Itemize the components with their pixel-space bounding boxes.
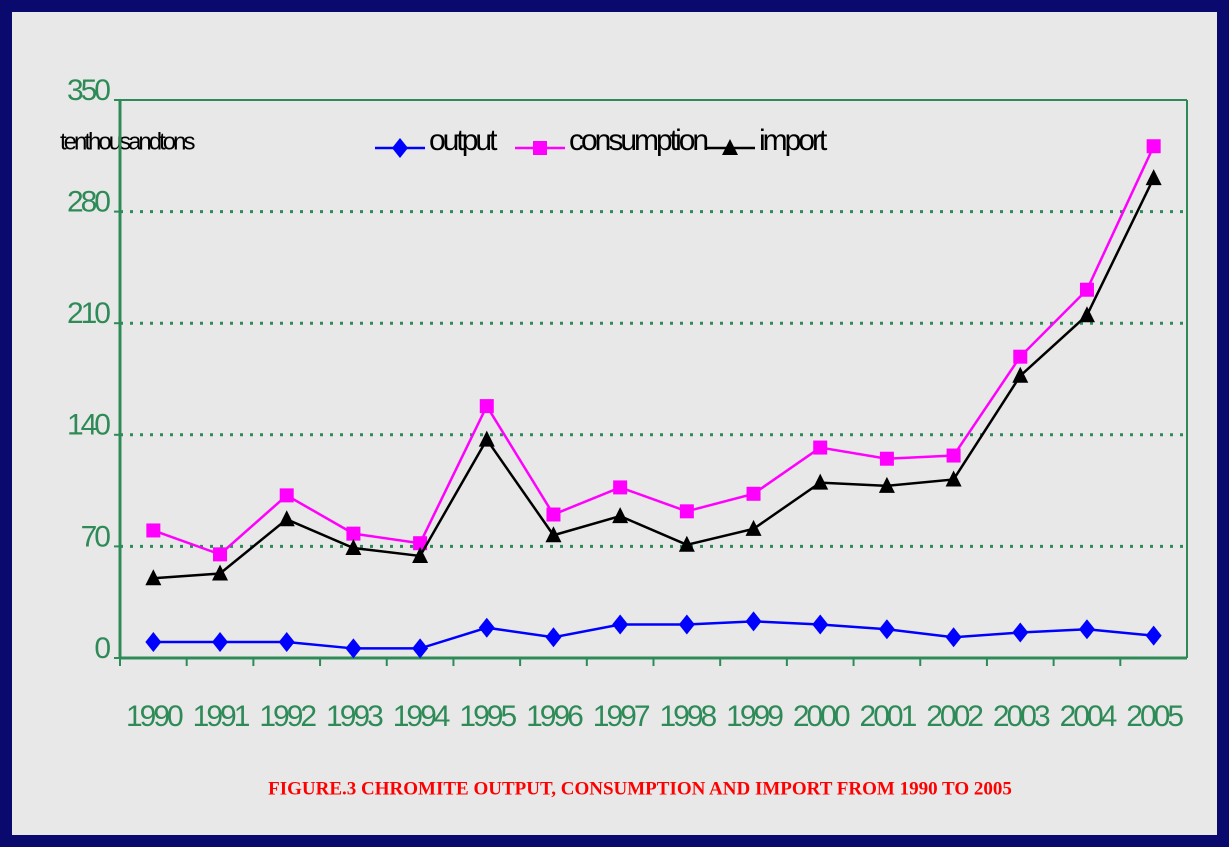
data-point (478, 617, 495, 638)
data-point (612, 507, 629, 524)
data-point (812, 614, 829, 635)
data-point (1145, 625, 1162, 646)
legend-marker (722, 139, 738, 155)
data-point (1145, 169, 1162, 186)
legend-label: import (759, 124, 828, 157)
data-point (1012, 366, 1029, 383)
data-point (945, 470, 962, 487)
x-tick-label: 1994 (393, 700, 450, 733)
data-point (813, 440, 828, 455)
x-tick-label: 1995 (459, 700, 516, 733)
data-point (746, 486, 761, 501)
data-point (1012, 622, 1029, 643)
x-tick-label: 1991 (193, 700, 250, 733)
data-point (745, 519, 762, 536)
x-tick-label: 2005 (1126, 700, 1183, 733)
x-tick-label: 1997 (593, 700, 650, 733)
legend-label: consumption (569, 124, 707, 157)
data-point (1078, 306, 1095, 323)
data-point (679, 504, 694, 519)
data-point (279, 488, 294, 503)
legend-marker (533, 141, 547, 155)
data-point (879, 451, 894, 466)
data-point (1079, 282, 1094, 297)
y-tick-label: 280 (67, 186, 110, 219)
data-point (1146, 139, 1161, 154)
data-point (546, 507, 561, 522)
series-line (153, 620, 1154, 650)
x-tick-label: 2001 (860, 700, 917, 733)
x-tick-label: 2003 (993, 700, 1050, 733)
data-point (145, 569, 162, 586)
x-tick-label: 1992 (259, 700, 316, 733)
data-point (346, 526, 361, 541)
data-point (613, 480, 628, 495)
y-tick-label: 0 (94, 632, 110, 665)
data-point (478, 430, 495, 447)
data-point (413, 536, 428, 551)
data-point (812, 473, 829, 490)
data-point (345, 638, 362, 659)
y-tick-label: 210 (67, 297, 110, 330)
data-point (278, 632, 295, 653)
y-tick-label: 70 (81, 520, 111, 553)
data-point (212, 564, 229, 581)
data-point (213, 547, 228, 562)
x-tick-label: 1990 (126, 700, 183, 733)
series-line (153, 177, 1155, 580)
data-point (145, 632, 162, 653)
data-point (878, 619, 895, 640)
data-point (678, 614, 695, 635)
data-point (1078, 619, 1095, 640)
y-axis-label: tenthousandtons (60, 128, 195, 155)
y-tick-label: 350 (67, 74, 110, 107)
data-point (212, 632, 229, 653)
legend-marker (392, 138, 408, 158)
x-tick-label: 2002 (926, 700, 983, 733)
data-point (946, 448, 961, 463)
data-point (878, 476, 895, 493)
data-point (412, 638, 429, 659)
x-tick-label: 1999 (726, 700, 783, 733)
legend-label: output (429, 124, 498, 157)
x-tick-label: 2004 (1060, 700, 1117, 733)
x-tick-label: 1993 (326, 700, 383, 733)
data-point (678, 535, 695, 552)
series-line (152, 145, 1155, 556)
data-point (545, 526, 562, 543)
data-point (1013, 349, 1028, 364)
data-point (412, 546, 429, 563)
chart-title: FIGURE.3 CHROMITE OUTPUT, CONSUMPTION AN… (268, 778, 1012, 799)
data-point (345, 538, 362, 555)
chart-frame (12, 12, 1217, 835)
x-tick-label: 2000 (793, 700, 850, 733)
data-point (745, 611, 762, 632)
data-point (545, 627, 562, 648)
data-point (479, 399, 494, 414)
data-point (612, 614, 629, 635)
x-tick-label: 1996 (526, 700, 583, 733)
x-tick-label: 1998 (659, 700, 716, 733)
data-point (146, 523, 161, 538)
data-point (945, 627, 962, 648)
data-point (278, 510, 295, 527)
y-tick-label: 140 (67, 409, 110, 442)
